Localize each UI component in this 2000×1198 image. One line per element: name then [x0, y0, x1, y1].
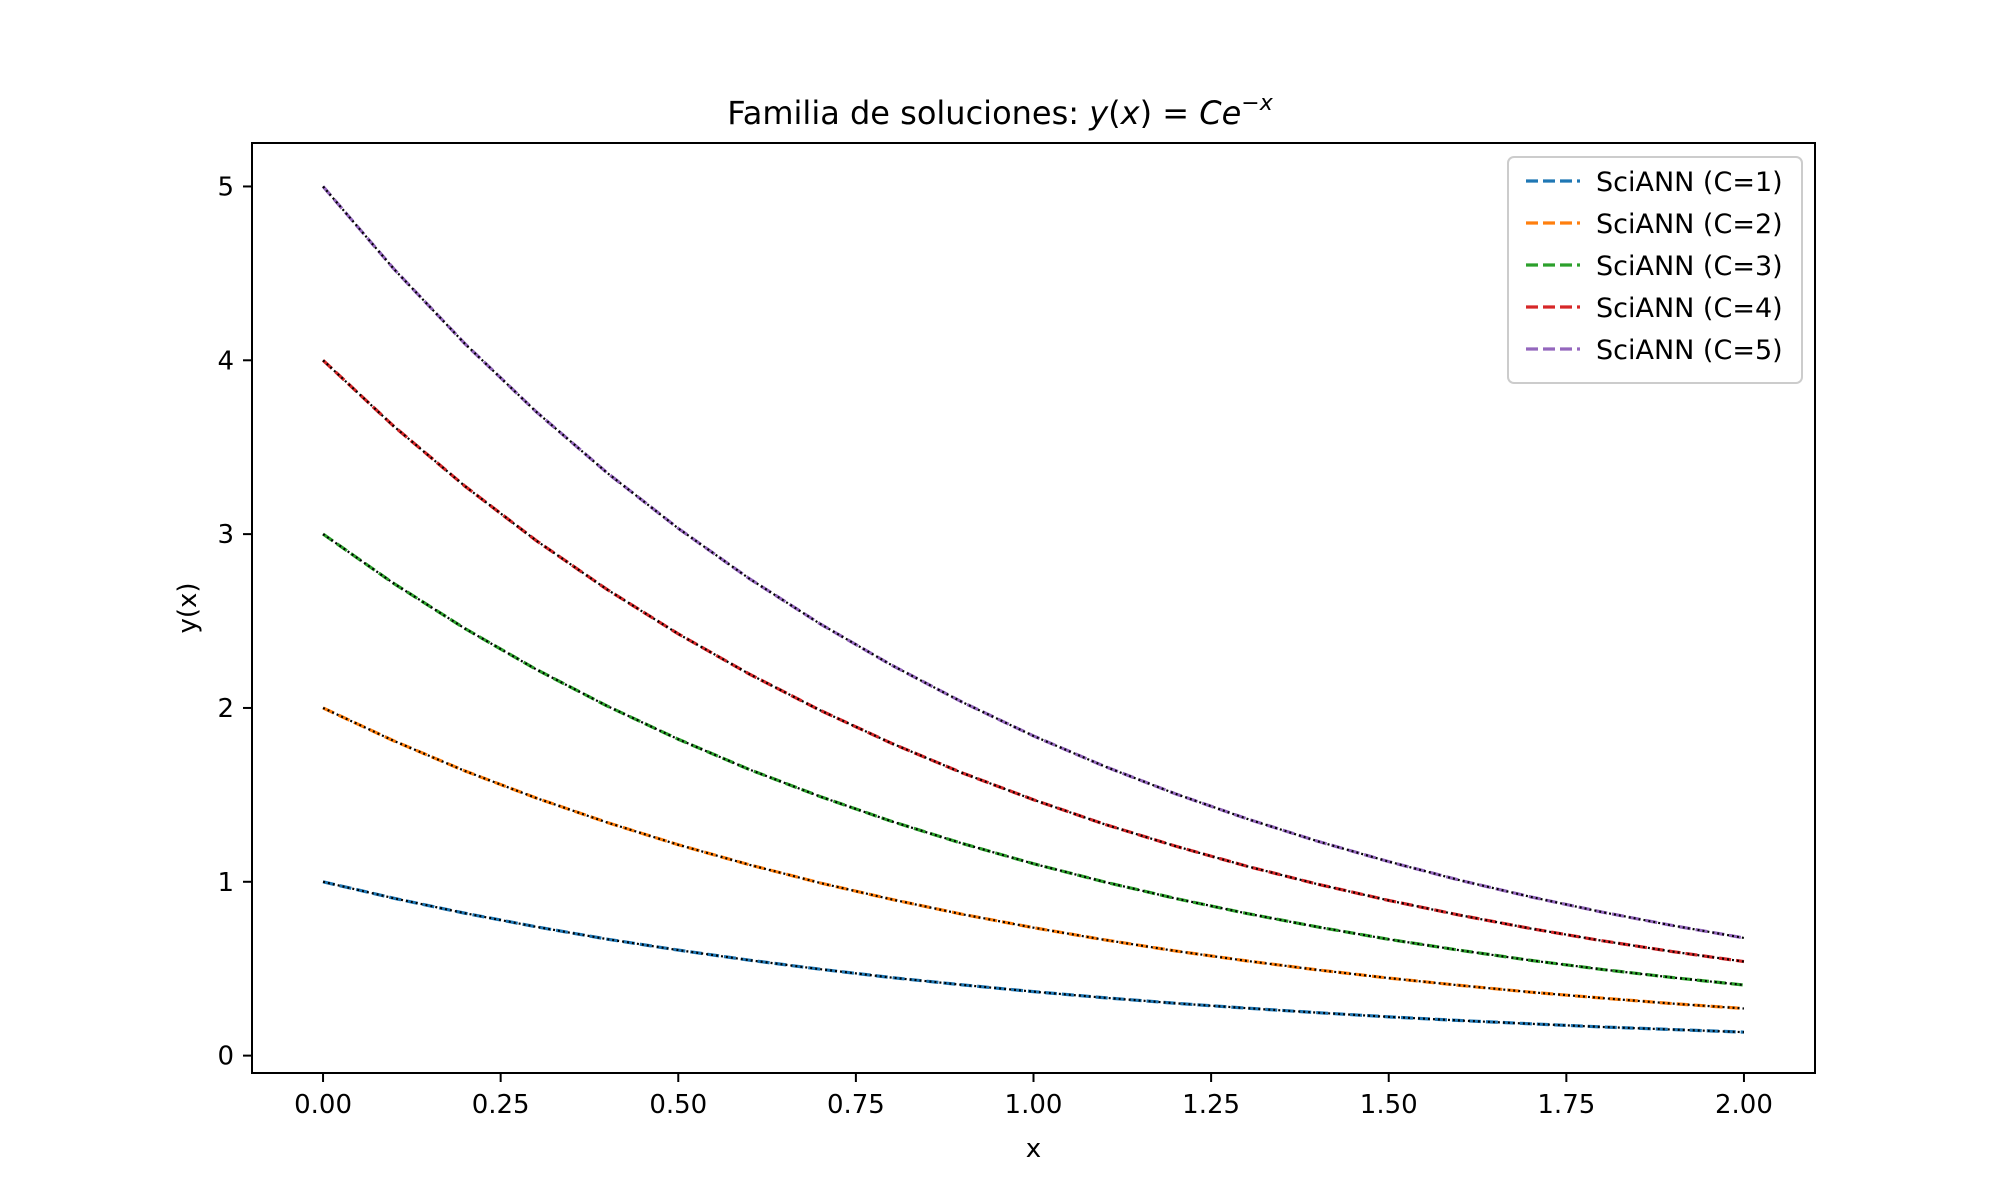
y-axis-label: y(x) — [173, 582, 203, 633]
reference-line-c4 — [322, 359, 1745, 963]
legend-label-c4: SciANN (C=4) — [1596, 293, 1783, 324]
title-prefix: Familia de soluciones: — [727, 94, 1089, 132]
x-tick-label: 0.75 — [827, 1090, 885, 1120]
title-paren-close: ) — [1140, 94, 1152, 132]
title-superscript: −x — [1241, 91, 1273, 116]
x-tick-label: 1.25 — [1182, 1090, 1240, 1120]
x-tick-label: 1.00 — [1005, 1090, 1063, 1120]
reference-line-c2 — [322, 706, 1745, 1010]
series-line-c3 — [322, 532, 1745, 987]
y-tick-label: 4 — [217, 346, 234, 376]
series-line-c4 — [321, 359, 1745, 964]
y-tick-label: 5 — [217, 172, 234, 202]
title-e: e — [1222, 94, 1242, 132]
reference-line-c5 — [322, 185, 1745, 940]
y-tick-label: 1 — [217, 868, 234, 898]
legend: SciANN (C=1) SciANN (C=2) SciANN (C=3) SciA… — [1507, 156, 1803, 384]
series-line-c1 — [322, 880, 1745, 1034]
x-tick-label: 1.75 — [1537, 1090, 1595, 1120]
reference-line-c3 — [322, 533, 1745, 987]
plot-area — [321, 185, 1745, 1034]
series-line-c2 — [322, 706, 1745, 1011]
y-tick-label: 2 — [217, 694, 234, 724]
legend-label-c5: SciANN (C=5) — [1596, 335, 1783, 366]
legend-box — [1507, 156, 1803, 384]
chart-title: Familia de soluciones: y(x) = Ce−x — [727, 91, 1273, 132]
y-tick-label: 3 — [217, 520, 234, 550]
x-tick-label: 0.50 — [649, 1090, 707, 1120]
x-tick-label: 0.25 — [472, 1090, 530, 1120]
title-x: x — [1120, 94, 1141, 132]
x-axis-label: x — [1026, 1134, 1041, 1164]
title-paren-open: ( — [1108, 94, 1120, 132]
legend-label-c1: SciANN (C=1) — [1596, 167, 1783, 198]
title-equals: = — [1152, 94, 1199, 132]
title-y: y — [1088, 94, 1109, 132]
title-c: C — [1199, 94, 1222, 132]
x-tick-label: 0.00 — [294, 1090, 352, 1120]
y-axis: 0 1 2 3 4 5 — [217, 172, 252, 1072]
reference-line-c1 — [322, 880, 1744, 1034]
legend-label-c3: SciANN (C=3) — [1596, 251, 1783, 282]
x-tick-label: 1.50 — [1360, 1090, 1418, 1120]
y-tick-label: 0 — [217, 1042, 234, 1072]
x-axis: 0.00 0.25 0.50 0.75 1.00 1.25 1.50 1.75 2.00 — [294, 1073, 1773, 1120]
legend-label-c2: SciANN (C=2) — [1596, 209, 1783, 240]
x-tick-label: 2.00 — [1715, 1090, 1773, 1120]
